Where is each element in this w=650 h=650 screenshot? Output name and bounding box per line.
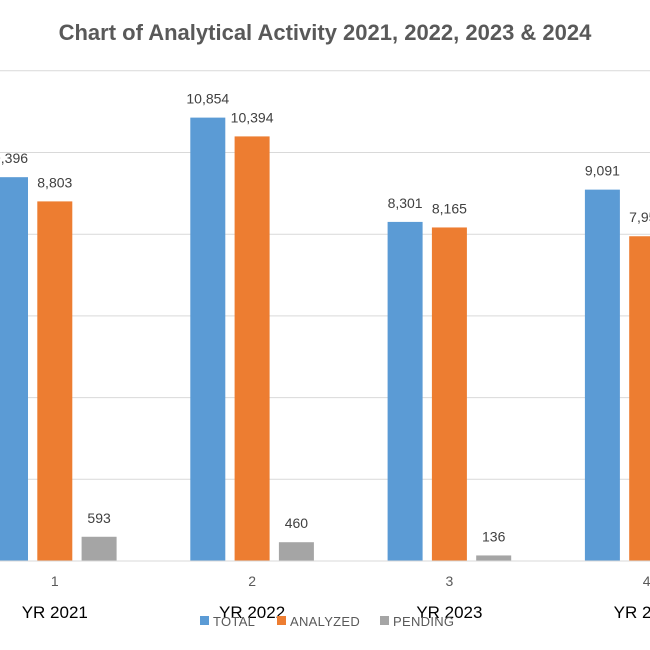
legend-swatch xyxy=(200,616,209,625)
x-tick-label: 4 xyxy=(643,573,650,589)
category-label: YR 2021 xyxy=(22,603,88,622)
bars xyxy=(0,117,650,562)
data-label: 7,950 xyxy=(629,209,650,225)
bar-pending-2 xyxy=(278,542,314,561)
bar-analyzed-3 xyxy=(431,227,467,561)
data-label: 8,165 xyxy=(432,200,467,216)
data-label: 8,803 xyxy=(37,174,72,190)
data-label: 460 xyxy=(285,515,309,531)
data-label: 9,091 xyxy=(585,163,620,179)
bar-total-4 xyxy=(584,189,620,562)
bar-analyzed-1 xyxy=(37,201,73,561)
legend-swatch xyxy=(277,616,286,625)
x-tick-label: 1 xyxy=(51,573,59,589)
data-label: 136 xyxy=(482,528,506,544)
legend-label: ANALYZED xyxy=(290,614,360,629)
bar-total-2 xyxy=(190,117,226,561)
data-label: 8,301 xyxy=(388,195,423,211)
legend-label: TOTAL xyxy=(213,614,255,629)
legend-swatch xyxy=(380,616,389,625)
data-label: 10,854 xyxy=(186,91,229,107)
legend: TOTAL ANALYZED PENDING xyxy=(200,614,454,629)
category-label: YR 2022 xyxy=(219,603,285,622)
bar-total-3 xyxy=(387,221,423,561)
category-label: YR 2024 xyxy=(614,603,650,622)
bar-pending-3 xyxy=(476,555,512,561)
legend-label: PENDING xyxy=(393,614,454,629)
x-tick-label: 2 xyxy=(248,573,256,589)
x-tick-label: 3 xyxy=(446,573,454,589)
bar-analyzed-2 xyxy=(234,136,270,562)
category-label: YR 2023 xyxy=(416,603,482,622)
gridlines xyxy=(0,70,650,480)
data-label: 593 xyxy=(87,510,111,526)
bar-total-1 xyxy=(0,177,28,561)
bar-pending-1 xyxy=(81,536,117,561)
data-label: 10,394 xyxy=(231,109,274,125)
bar-analyzed-4 xyxy=(629,236,650,561)
data-label: 9,396 xyxy=(0,150,28,166)
chart-title: Chart of Analytical Activity 2021, 2022,… xyxy=(59,20,593,45)
x-axis: 1 YR 2021 2 YR 2022 3 YR 2023 4 YR 2024 xyxy=(0,560,650,622)
